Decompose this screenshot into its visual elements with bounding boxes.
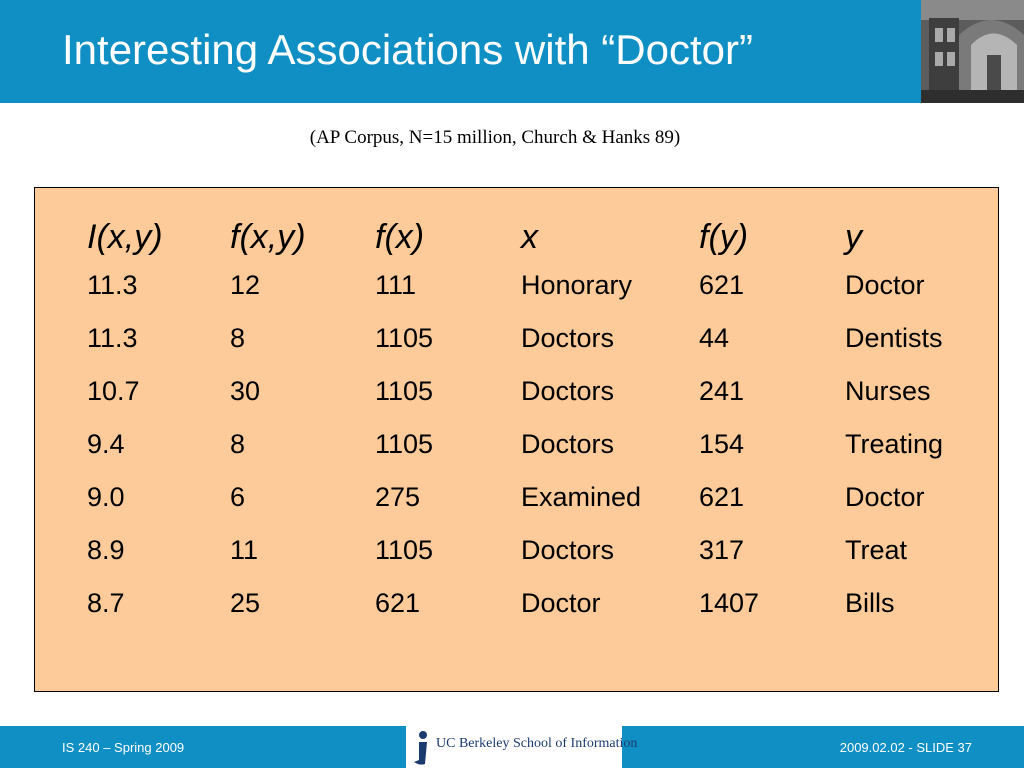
table-cell: Treating [845,429,944,459]
header-mi: I(x,y) [87,218,163,256]
table-cell: Honorary [521,270,633,300]
table-cell: Bills [845,588,895,618]
table-cell: Doctors [521,535,615,565]
table-cell: 6 [230,482,246,512]
table-cell: 8.9 [87,535,125,565]
association-table: I(x,y) f(x,y) f(x) x f(y) y 11.3 12 111 … [34,187,999,692]
header-fxy: f(x,y) [230,218,306,256]
table-cell: 275 [375,482,421,512]
table-cell: 11 [230,535,259,565]
table-cell: Doctors [521,429,615,459]
header-bar: Interesting Associations with “Doctor” [0,0,1024,103]
table-cell: 621 [375,588,421,618]
ischool-logo-icon [414,731,427,765]
header-y: y [845,218,862,256]
table-cell: 11.3 [87,323,138,353]
table-cell: 11.3 [87,270,138,300]
table-cell: 12 [230,270,261,300]
table-cell: 8 [230,429,246,459]
table-cell: 9.4 [87,429,125,459]
table-cell: 30 [230,376,261,406]
table-cell: 621 [699,482,745,512]
slide-number: 2009.02.02 - SLIDE 37 [839,740,972,755]
slide-subtitle: (AP Corpus, N=15 million, Church & Hanks… [309,127,681,148]
header-fx: f(x) [375,218,425,256]
table-cell: 9.0 [87,482,125,512]
table-cell: 621 [699,270,745,300]
course-label: IS 240 – Spring 2009 [62,740,185,755]
table-cell: Treat [845,535,908,565]
table-cell: Nurses [845,376,931,406]
table-cell: Dentists [845,323,943,353]
table-cell: 111 [375,270,417,300]
table-cell: 10.7 [87,376,140,406]
table-cell: 1105 [375,323,434,353]
slide-title: Interesting Associations with “Doctor” [62,26,753,73]
table-cell: 8 [230,323,246,353]
table-cell: Doctor [845,482,925,512]
building-icon [921,0,1024,103]
footer-bar: IS 240 – Spring 2009 UC Berkeley School … [0,726,1024,768]
table-cell: 25 [230,588,261,618]
building-photo [921,0,1024,103]
table-cell: Doctors [521,376,615,406]
table-cell: 1105 [375,429,434,459]
table-cell: 44 [699,323,730,353]
table-cell: 8.7 [87,588,125,618]
table-cell: 1407 [699,588,760,618]
table-cell: Doctor [845,270,925,300]
table-cell: 241 [699,376,745,406]
table-cell: 1105 [375,376,434,406]
ischool-logo: UC Berkeley School of Information [406,726,637,768]
table-cell: Examined [521,482,642,512]
header-fy: f(y) [699,218,749,256]
table-cell: 1105 [375,535,434,565]
table-cell: Doctors [521,323,615,353]
table-cell: 154 [699,429,745,459]
header-x: x [521,218,538,256]
table-cell: 317 [699,535,745,565]
table-cell: Doctor [521,588,601,618]
logo-text: UC Berkeley School of Information [436,736,638,751]
